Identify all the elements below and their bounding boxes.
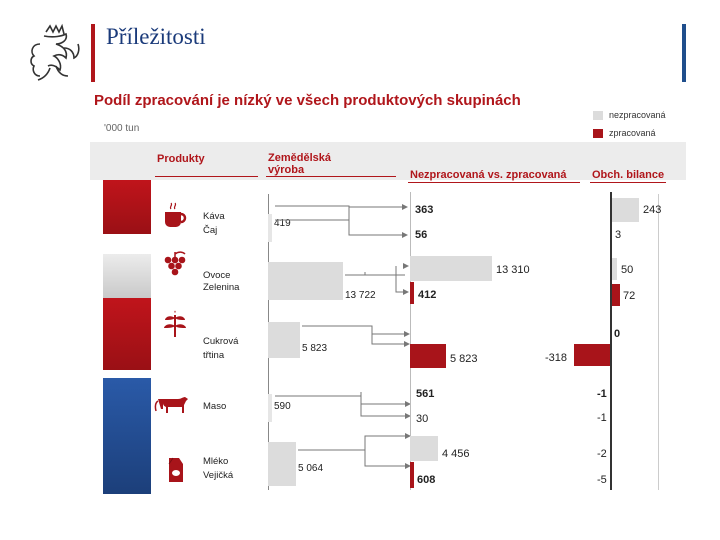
- band-blue: [103, 378, 151, 494]
- balance-label-unprocessed-4: -1: [597, 388, 607, 400]
- czech-lion-logo-icon: [30, 23, 80, 81]
- unprocessed-label-5: 4 456: [442, 448, 470, 460]
- production-bar-4: [268, 394, 272, 422]
- production-label-1: 419: [274, 218, 291, 229]
- balance-label-processed-4: -1: [597, 412, 607, 424]
- balance-bar-processed-2: [612, 284, 620, 306]
- col-header-production: Zemědělská výroba: [268, 152, 331, 176]
- production-label-4: 590: [274, 401, 291, 412]
- split-axis: [410, 192, 411, 490]
- production-label-3: 5 823: [302, 343, 328, 354]
- band-red-2: [103, 298, 151, 370]
- balance-label-unprocessed-2: 50: [621, 264, 634, 276]
- balance-label-unprocessed-3: 0: [614, 328, 621, 340]
- production-bar-1: [268, 214, 272, 242]
- plant-icon: [164, 310, 186, 337]
- title-accent-bar: [91, 24, 95, 82]
- milk-carton-icon: [168, 457, 183, 482]
- balance-axis: [610, 192, 612, 490]
- col-header-split: Nezpracovaná vs. zpracovaná: [410, 169, 567, 181]
- balance-bar-unprocessed-2: [612, 258, 617, 280]
- legend-label-processed: zpracovaná: [609, 128, 656, 138]
- balance-label-processed-5: -5: [597, 474, 607, 486]
- processed-bar-5: [410, 462, 414, 488]
- product-name-2b: Zelenina: [203, 282, 240, 293]
- cow-icon: [154, 397, 188, 413]
- col-header-products: Produkty: [157, 153, 205, 165]
- production-label-2: 13 722: [345, 290, 376, 301]
- product-name-1b: Čaj: [203, 225, 218, 236]
- unprocessed-label-1: 363: [415, 204, 434, 216]
- balance-bar-unprocessed-1: [612, 198, 639, 222]
- balance-bar-processed-3: [574, 344, 610, 366]
- balance-label-processed-2: 72: [623, 290, 636, 302]
- production-bar-5: [268, 442, 296, 486]
- band-red-1: [103, 180, 151, 234]
- col-header-products-line: [155, 176, 258, 177]
- processed-label-3: 5 823: [450, 353, 478, 365]
- legend-label-unprocessed: nezpracovaná: [609, 110, 666, 120]
- product-name-5a: Mléko: [203, 456, 229, 467]
- chart-title: Podíl zpracování je nízký ve všech produ…: [94, 92, 521, 109]
- processed-label-2: 412: [418, 289, 437, 301]
- processed-label-4: 30: [416, 413, 429, 425]
- product-name-3a: Cukrová: [203, 336, 239, 347]
- product-name-2a: Ovoce: [203, 270, 231, 281]
- unprocessed-label-4: 561: [416, 388, 435, 400]
- header-band: [90, 142, 686, 180]
- unit-label: '000 tun: [104, 123, 140, 134]
- legend-swatch-unprocessed: [593, 111, 603, 120]
- col-header-balance: Obch. bilance: [592, 169, 665, 181]
- balance-label-processed-1: 3: [615, 229, 622, 241]
- product-name-4a: Maso: [203, 401, 227, 412]
- balance-label-unprocessed-1: 243: [643, 204, 662, 216]
- product-name-3b: třtina: [203, 350, 225, 361]
- col-header-balance-line: [590, 182, 666, 183]
- balance-right-guide: [658, 194, 659, 490]
- right-accent-bar: [682, 24, 686, 82]
- grapes-icon: [164, 251, 186, 276]
- processed-label-5: 608: [417, 474, 436, 486]
- unprocessed-bar-5: [410, 436, 438, 461]
- production-bar-2: [268, 262, 343, 300]
- unprocessed-label-2: 13 310: [496, 264, 530, 276]
- balance-label-unprocessed-5: -2: [597, 448, 607, 460]
- unprocessed-bar-2: [410, 256, 492, 281]
- production-bar-3: [268, 322, 300, 358]
- col-header-split-line: [408, 182, 580, 183]
- band-grey: [103, 254, 151, 298]
- slide-title: Příležitosti: [106, 24, 206, 49]
- processed-bar-2: [410, 282, 414, 304]
- col-header-production-line: [266, 176, 396, 177]
- legend-swatch-processed: [593, 129, 603, 138]
- balance-label-processed-3: -318: [545, 352, 568, 364]
- product-name-1a: Káva: [203, 211, 225, 222]
- production-label-5: 5 064: [298, 463, 324, 474]
- cup-icon: [165, 202, 187, 227]
- processed-label-1: 56: [415, 229, 428, 241]
- processed-bar-3: [410, 344, 446, 368]
- product-name-5b: Vejičká: [203, 470, 234, 481]
